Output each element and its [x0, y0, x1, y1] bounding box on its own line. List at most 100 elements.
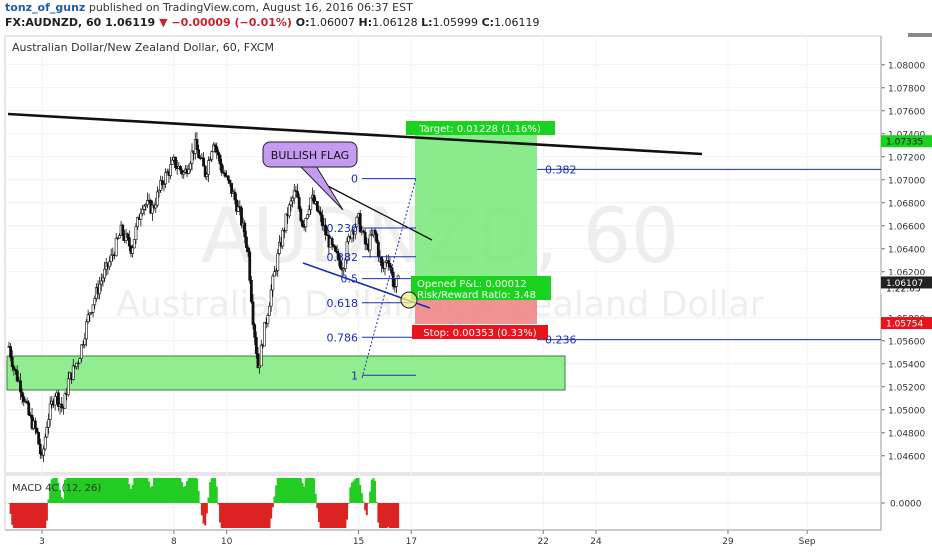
candle: [121, 224, 125, 237]
open-value: 1.06007: [309, 16, 356, 29]
candle: [319, 212, 323, 216]
candle: [213, 144, 217, 147]
candle: [25, 400, 29, 404]
macd-bar: [276, 478, 279, 503]
macd-bar: [95, 478, 98, 503]
macd-bar: [382, 503, 385, 528]
candle: [91, 304, 95, 313]
candle: [236, 206, 240, 212]
candle: [47, 419, 50, 428]
macd-bar: [377, 503, 380, 523]
macd-bar: [68, 478, 71, 503]
macd-bar: [314, 493, 317, 503]
chart-frame[interactable]: AUDNZD, 60 Australian Dollar/New Zealand…: [0, 32, 932, 550]
candle: [57, 392, 60, 407]
candle: [60, 403, 64, 408]
macd-bar: [253, 503, 256, 528]
macd-bar: [16, 503, 19, 528]
candle: [103, 268, 107, 279]
candle: [370, 234, 374, 236]
candle: [116, 237, 120, 240]
macd-bar: [220, 503, 223, 528]
author-name[interactable]: tonz_of_gunz: [5, 1, 86, 14]
macd-bar: [138, 478, 141, 503]
candle: [38, 443, 42, 455]
publish-info: published on TradingView.com, August 16,…: [88, 1, 413, 14]
macd-bar: [278, 478, 281, 503]
macd-bar: [191, 478, 194, 503]
macd-bar: [383, 503, 386, 528]
macd-bar: [230, 503, 233, 528]
close-label: C:: [481, 16, 495, 29]
macd-bar: [362, 501, 365, 503]
macd-bar: [7, 503, 10, 504]
candle: [144, 204, 148, 207]
macd-bar: [19, 503, 22, 528]
target-label-box: [406, 121, 555, 135]
candle: [294, 190, 298, 192]
macd-bar: [301, 482, 304, 503]
candle: [266, 315, 270, 324]
candle: [350, 230, 354, 239]
macd-bar: [82, 478, 85, 503]
candle: [317, 210, 321, 213]
macd-bar: [255, 503, 258, 528]
macd-histogram: 0.0000: [5, 478, 922, 528]
candle: [81, 344, 85, 346]
candle: [273, 271, 276, 277]
candle: [78, 358, 82, 364]
macd-bar: [176, 478, 179, 503]
macd-bar: [294, 478, 297, 503]
candle: [332, 244, 336, 247]
macd-bar: [26, 503, 29, 528]
macd-bar: [339, 503, 342, 528]
price-tag-target: [881, 135, 932, 148]
macd-bar: [158, 478, 161, 503]
candle: [271, 275, 275, 291]
bullish-flag-callout[interactable]: [262, 141, 358, 168]
target-label: Target: 0.01228 (1.16%): [418, 124, 541, 135]
macd-bar: [21, 503, 24, 528]
macd-bar: [370, 479, 373, 503]
macd-bar: [317, 503, 320, 522]
macd-bar: [22, 503, 25, 528]
chart-canvas[interactable]: AUDNZD, 60 Australian Dollar/New Zealand…: [0, 32, 932, 550]
time-tick-label: 29: [722, 537, 734, 547]
scale-corner-mark: [908, 33, 932, 37]
fib-level-label: 0.236: [327, 222, 359, 235]
macd-bar: [349, 487, 352, 503]
macd-bar: [379, 503, 382, 528]
macd-bar: [375, 501, 378, 503]
macd-bar: [52, 478, 55, 503]
macd-bar: [252, 503, 255, 528]
macd-bar: [39, 503, 42, 528]
candle: [85, 321, 88, 340]
stop-label: Stop: 0.00353 (0.33%): [423, 328, 536, 339]
macd-bar: [392, 503, 395, 528]
candle: [76, 362, 80, 365]
macd-bar: [156, 478, 159, 503]
macd-bar: [306, 478, 309, 503]
candle: [292, 190, 296, 199]
candle: [335, 251, 339, 254]
macd-bar: [195, 478, 198, 503]
macd-bar: [197, 490, 200, 503]
macd-bar: [103, 478, 106, 503]
macd-bar: [217, 503, 220, 505]
macd-bar: [40, 503, 43, 528]
macd-bar: [199, 503, 202, 504]
candle: [320, 214, 324, 227]
macd-bar: [34, 503, 37, 528]
candle: [80, 344, 83, 360]
candle: [395, 277, 398, 287]
candle: [154, 204, 158, 209]
macd-bar: [153, 478, 156, 503]
candle: [375, 233, 379, 243]
macd-bar: [27, 503, 30, 528]
price-tick-label: 1.08000: [888, 61, 925, 71]
macd-bar: [149, 487, 152, 503]
symbol-header: FX:AUDNZD, 60 1.06119 ▼ −0.00009 (−0.01%…: [5, 16, 540, 31]
macd-bar: [342, 503, 345, 528]
macd-bar: [182, 486, 185, 503]
macd-bar: [238, 503, 241, 528]
